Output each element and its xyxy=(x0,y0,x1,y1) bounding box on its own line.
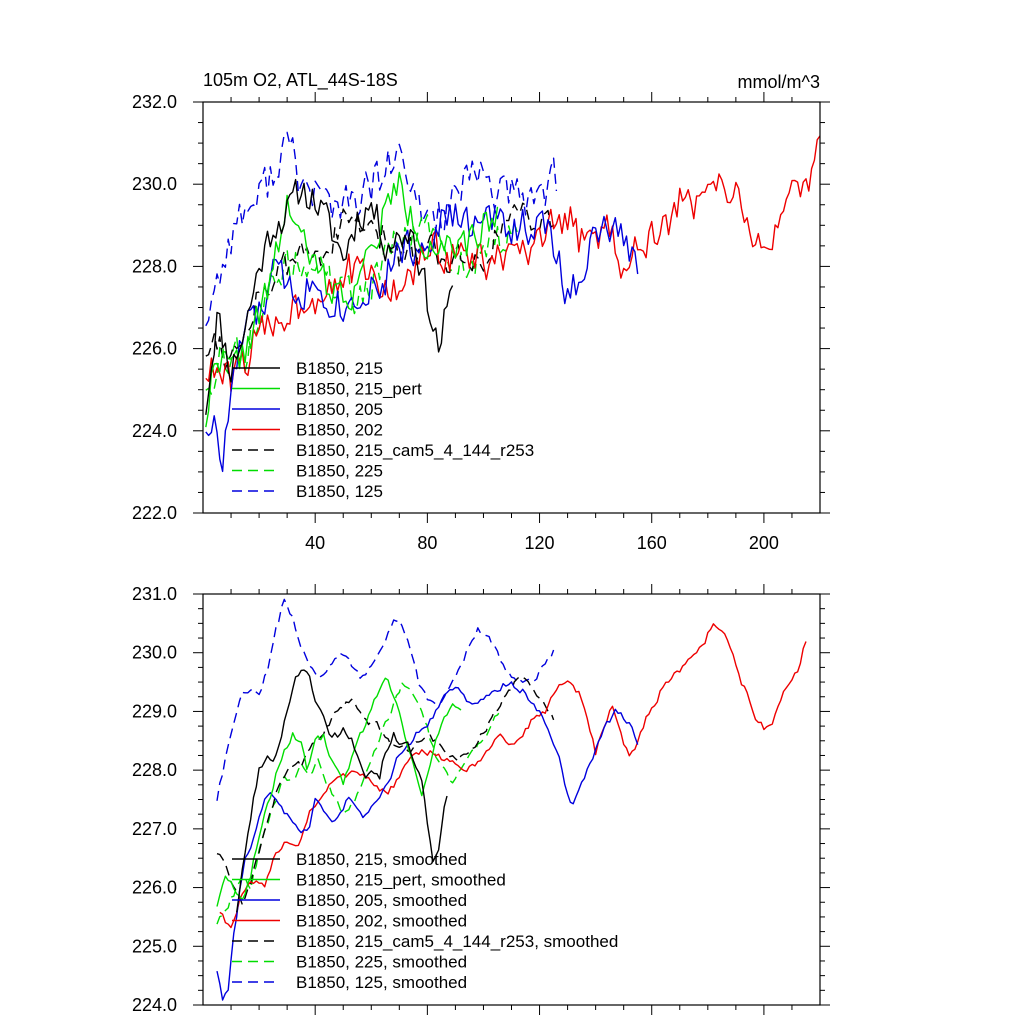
series-line-1 xyxy=(216,677,462,907)
series-line-1 xyxy=(205,171,499,428)
y-tick-label: 226.0 xyxy=(132,878,177,898)
y-tick-label: 224.0 xyxy=(132,421,177,441)
y-tick-label: 230.0 xyxy=(132,174,177,194)
y-tick-label: 232.0 xyxy=(132,92,177,112)
legend-label: B1850, 225 xyxy=(296,462,383,481)
legend-label: B1850, 205 xyxy=(296,400,383,419)
legend-label: B1850, 215_cam5_4_144_r253, smoothed xyxy=(296,932,618,951)
top-panel-series xyxy=(205,131,821,473)
legend-label: B1850, 225, smoothed xyxy=(296,953,467,972)
y-tick-label: 229.0 xyxy=(132,701,177,721)
series-line-2 xyxy=(205,203,639,473)
legend-label: B1850, 215, smoothed xyxy=(296,850,467,869)
y-tick-label: 228.0 xyxy=(132,760,177,780)
series-line-6 xyxy=(216,598,555,801)
y-tick-label: 224.0 xyxy=(132,995,177,1015)
legend-label: B1850, 215_cam5_4_144_r253 xyxy=(296,441,534,460)
x-tick-label: 200 xyxy=(749,533,779,553)
bottom-panel-ticks: 224.0 225.0 226.0 227.0 228.0 229.0 230.0 231.0 xyxy=(132,584,830,1015)
series-line-3 xyxy=(219,623,807,929)
bottom-panel-frame xyxy=(202,593,821,1006)
y-tick-label: 225.0 xyxy=(132,936,177,956)
bottom-panel-legend: B1850, 215, smoothed B1850, 215_pert, smo… xyxy=(232,850,618,992)
x-tick-label: 160 xyxy=(637,533,667,553)
series-line-5 xyxy=(205,214,518,395)
x-tick-label: 40 xyxy=(305,533,325,553)
top-panel-units: mmol/m^3 xyxy=(738,72,820,92)
series-line-0 xyxy=(236,669,448,913)
y-tick-label: 226.0 xyxy=(132,339,177,359)
x-tick-label: 80 xyxy=(417,533,437,553)
legend-label: B1850, 202, smoothed xyxy=(296,912,467,931)
series-line-6 xyxy=(205,131,558,327)
top-panel-frame xyxy=(202,101,821,514)
y-tick-label: 228.0 xyxy=(132,256,177,276)
y-tick-label: 231.0 xyxy=(132,584,177,604)
bottom-panel: 224.0 225.0 226.0 227.0 228.0 229.0 230.0 231.0… xyxy=(132,584,830,1015)
top-panel: 105m O2, ATL_44S-18S mmol/m^3 222.0 224.0… xyxy=(132,70,830,553)
series-line-4 xyxy=(216,675,555,906)
legend-label: B1850, 125, smoothed xyxy=(296,973,467,992)
series-line-0 xyxy=(205,178,454,415)
y-tick-label: 222.0 xyxy=(132,503,177,523)
legend-label: B1850, 215_pert xyxy=(296,380,422,399)
series-line-2 xyxy=(216,681,639,1001)
x-tick-label: 120 xyxy=(525,533,555,553)
y-tick-label: 230.0 xyxy=(132,643,177,663)
legend-label: B1850, 205, smoothed xyxy=(296,891,467,910)
legend-label: B1850, 215 xyxy=(296,359,383,378)
top-panel-ticks: 222.0 224.0 226.0 228.0 230.0 232.0 40 80 120 160… xyxy=(132,92,830,553)
legend-label: B1850, 125 xyxy=(296,482,383,501)
legend-label: B1850, 215_pert, smoothed xyxy=(296,871,506,890)
legend-label: B1850, 202 xyxy=(296,421,383,440)
y-tick-label: 227.0 xyxy=(132,819,177,839)
top-panel-title: 105m O2, ATL_44S-18S xyxy=(203,70,398,91)
series-line-3 xyxy=(205,135,821,393)
bottom-panel-series xyxy=(216,598,807,1001)
